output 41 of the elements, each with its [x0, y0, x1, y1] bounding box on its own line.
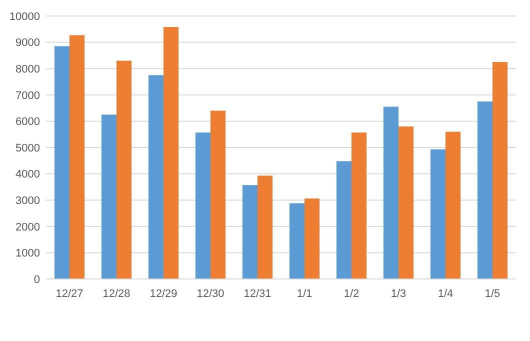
y-tick-label: 0 [34, 274, 40, 286]
bar [195, 132, 210, 279]
bar [148, 75, 164, 279]
y-tick-label: 7000 [16, 90, 40, 102]
y-tick-label: 5000 [16, 142, 40, 154]
bar [54, 46, 70, 279]
y-tick-label: 9000 [16, 37, 40, 50]
x-tick-label: 1/5 [484, 288, 500, 300]
bar [430, 149, 446, 279]
y-tick-label: 3000 [16, 194, 40, 207]
x-tick-label: 1/3 [390, 288, 406, 300]
bar [446, 132, 461, 279]
bar [336, 161, 352, 279]
bar [70, 35, 85, 279]
y-tick-label: 1000 [16, 248, 40, 260]
bar [289, 203, 304, 279]
bar [242, 185, 258, 279]
bar [116, 60, 132, 279]
bar [383, 106, 398, 279]
bar [304, 198, 320, 279]
x-tick-label: 12/30 [196, 288, 224, 300]
y-tick-label: 10000 [9, 10, 40, 23]
bar [164, 27, 179, 279]
bar [477, 101, 492, 279]
bar [258, 176, 273, 279]
bar [492, 62, 508, 279]
x-tick-label: 12/31 [244, 288, 272, 300]
x-tick-label: 12/27 [56, 288, 84, 300]
bar [101, 114, 116, 279]
bar [352, 132, 367, 279]
y-tick-label: 4000 [16, 168, 40, 181]
bar [210, 110, 226, 279]
y-tick-label: 6000 [16, 116, 40, 128]
x-tick-label: 12/28 [102, 288, 130, 300]
y-tick-label: 2000 [16, 221, 40, 234]
bar [398, 126, 414, 279]
x-tick-label: 12/29 [150, 288, 178, 300]
x-tick-label: 1/2 [344, 288, 360, 300]
y-tick-label: 8000 [16, 63, 40, 76]
x-tick-label: 1/4 [438, 288, 454, 300]
x-tick-label: 1/1 [296, 288, 312, 300]
